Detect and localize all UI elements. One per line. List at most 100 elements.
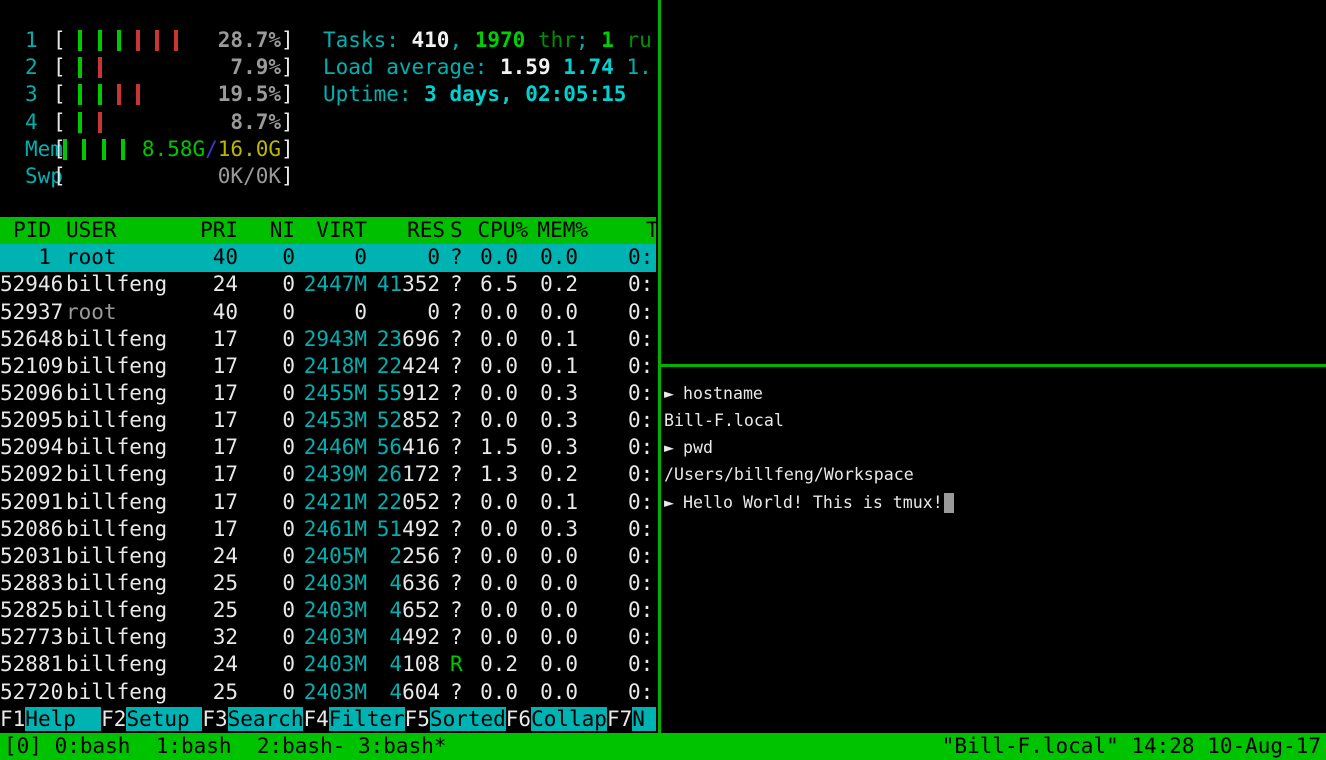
- process-row[interactable]: 52092 billfeng 17 0 2439M 26172? 1.3 0.2 0:: [0, 461, 656, 489]
- fkey-f5[interactable]: F5Sorted: [404, 706, 506, 733]
- bracket-close: ]: [281, 163, 294, 188]
- process-row[interactable]: 52773 billfeng 32 0 2403M 4492? 0.0 0.0 0:: [0, 624, 656, 652]
- process-row[interactable]: 52091 billfeng 17 0 2421M 22052? 0.0 0.1 0:: [0, 489, 656, 517]
- cell-ni: 0: [282, 543, 295, 568]
- column-header-mem[interactable]: MEM%: [537, 218, 588, 243]
- cell-time: 0:: [628, 462, 654, 487]
- pane-divider-horizontal[interactable]: [661, 364, 1326, 367]
- cell-pri: 17: [212, 489, 238, 514]
- cell-cpu: 0.0: [480, 381, 518, 405]
- column-header-pid[interactable]: PID: [13, 218, 51, 243]
- meter-value: 28.7%: [217, 28, 281, 53]
- pane-shell[interactable]: ► hostname Bill-F.local ► pwd/Users/billfeng…: [661, 367, 1326, 733]
- fkey-f3[interactable]: F3Search: [202, 706, 304, 733]
- process-row[interactable]: 52937 root 40 0 0 0? 0.0 0.0 0:: [0, 299, 656, 327]
- fkey-f4[interactable]: F4Filter: [303, 706, 405, 733]
- process-row[interactable]: 52095 billfeng 17 0 2453M 52852? 0.0 0.3 0:: [0, 407, 656, 435]
- cell-cpu: 0.0: [480, 679, 518, 704]
- cell-mem: 0.0: [540, 543, 578, 568]
- shell-line: Bill-F.local: [664, 407, 784, 434]
- meter-bar-g: [102, 138, 106, 160]
- cell-s: ?: [450, 462, 463, 487]
- cell-time: 0:: [628, 652, 654, 677]
- meter-bar-r: [174, 30, 178, 52]
- process-row[interactable]: 52883 billfeng 25 0 2403M 4636? 0.0 0.0 0:: [0, 570, 656, 598]
- column-header-pri[interactable]: PRI: [200, 218, 238, 243]
- cell-pid: 1: [38, 245, 51, 270]
- process-row[interactable]: 52094 billfeng 17 0 2446M 56416? 1.5 0.3 0:: [0, 434, 656, 462]
- meter-bar-g: [98, 84, 102, 106]
- cell-cpu: 0.0: [480, 543, 518, 568]
- column-header-cpu[interactable]: CPU%: [477, 218, 528, 243]
- cell-pid: 52883: [0, 571, 64, 595]
- cell-pid: 52648: [0, 326, 64, 351]
- bracket-close: ]: [281, 82, 294, 107]
- meter-bar-r: [98, 111, 102, 133]
- cell-mem: 0.0: [540, 679, 578, 704]
- cell-cpu: 1.5: [480, 435, 518, 460]
- pane-clock[interactable]: [661, 0, 1326, 364]
- column-header-res[interactable]: RES: [407, 218, 445, 243]
- cell-time: 0:: [628, 516, 654, 541]
- column-header-ni[interactable]: NI: [269, 218, 295, 243]
- cell-s: ?: [450, 435, 463, 460]
- fkey-f2[interactable]: F2Setup: [101, 706, 203, 733]
- process-row[interactable]: 52648 billfeng 17 0 2943M 23696? 0.0 0.1 0:: [0, 326, 656, 354]
- cell-mem: 0.3: [540, 381, 578, 405]
- cell-s: ?: [450, 299, 463, 324]
- process-row[interactable]: 52825 billfeng 25 0 2403M 4652? 0.0 0.0 0:: [0, 597, 656, 625]
- process-row[interactable]: 52096 billfeng 17 0 2455M 55912? 0.0 0.3 0:: [0, 380, 656, 408]
- meter-value: 8.7%: [230, 109, 281, 134]
- cell-time: 0:: [628, 679, 654, 704]
- cell-pid: 52086: [0, 516, 64, 541]
- bracket-open: [: [53, 109, 66, 134]
- process-row[interactable]: 1 root 40 0 0 0? 0.0 0.0 0:: [0, 244, 656, 273]
- meter-bar-g: [78, 111, 82, 133]
- meter-bar-g: [63, 138, 67, 160]
- fkey-f6[interactable]: F6Collap: [505, 706, 607, 733]
- process-row[interactable]: 52086 billfeng 17 0 2461M 51492? 0.0 0.3 0:: [0, 516, 656, 544]
- process-row[interactable]: 52946 billfeng 24 0 2447M 41352? 6.5 0.2 0:: [0, 271, 656, 299]
- shell-text: hostname: [683, 384, 763, 403]
- cell-virt: 2403M: [303, 679, 367, 704]
- column-header-s[interactable]: S: [450, 218, 463, 243]
- fkey-f1[interactable]: F1Help: [0, 706, 102, 733]
- fkey-label: Filter: [328, 706, 405, 731]
- fkey-f7[interactable]: F7N: [606, 706, 656, 733]
- cell-virt: 2421M: [303, 489, 367, 514]
- cell-cpu: 0.0: [480, 625, 518, 650]
- load-average-line: Load average: 1.59 1.74 1.: [323, 55, 652, 80]
- swap-meter: Swp[0K/0K]: [0, 163, 656, 190]
- tmux-window-list[interactable]: [0] 0:bash 1:bash 2:bash- 3:bash*: [4, 734, 447, 758]
- cell-pid: 52825: [0, 598, 64, 623]
- fkey-label: Collap: [531, 706, 607, 731]
- cell-cpu: 0.0: [480, 408, 518, 433]
- cell-virt: 2403M: [303, 652, 367, 677]
- column-header-virt[interactable]: VIRT: [316, 218, 367, 243]
- cell-s: ?: [450, 489, 463, 514]
- cell-ni: 0: [282, 462, 295, 487]
- pane-htop[interactable]: 1[28.7%] 2[7.9%] 3[19.5%] 4[8.7%] Mem[8.58G/…: [0, 0, 656, 733]
- cell-virt: 2403M: [303, 571, 367, 595]
- cell-pid: 52937: [0, 299, 64, 324]
- process-row[interactable]: 52720 billfeng 25 0 2403M 4604? 0.0 0.0 0:: [0, 679, 656, 707]
- process-row[interactable]: 52031 billfeng 24 0 2405M 2256? 0.0 0.0 0:: [0, 543, 656, 571]
- cell-user: billfeng: [66, 543, 168, 568]
- cell-s: ?: [450, 408, 463, 433]
- process-row[interactable]: 52109 billfeng 17 0 2418M 22424? 0.0 0.1 0:: [0, 353, 656, 381]
- column-header-user[interactable]: USER: [66, 218, 117, 243]
- cell-virt: 2447M: [303, 272, 367, 297]
- cell-virt: 2403M: [303, 598, 367, 623]
- cell-pid: 52881: [0, 652, 64, 677]
- meter-label: 1: [25, 28, 38, 53]
- process-row[interactable]: 52881 billfeng 24 0 2403M 4108 R 0.2 0.0 0:: [0, 651, 656, 679]
- pane-divider-vertical[interactable]: [658, 0, 661, 733]
- column-header-time[interactable]: T: [646, 218, 656, 243]
- cell-res: 56416: [376, 435, 440, 460]
- cell-user: billfeng: [66, 571, 168, 595]
- meter-bar-g: [82, 138, 86, 160]
- cell-mem: 0.1: [540, 326, 578, 351]
- meter-bar-g: [78, 84, 82, 106]
- bracket-open: [: [53, 55, 66, 80]
- cell-cpu: 0.0: [480, 326, 518, 351]
